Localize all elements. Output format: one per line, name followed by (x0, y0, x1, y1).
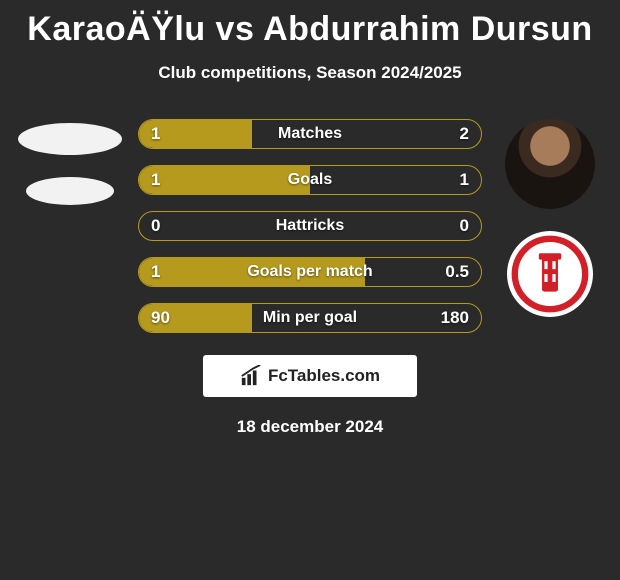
snapshot-date: 18 december 2024 (0, 417, 620, 437)
stat-label: Min per goal (263, 309, 357, 327)
branding-badge[interactable]: FcTables.com (203, 355, 417, 397)
player-right-column (490, 119, 610, 317)
stat-value-left: 90 (151, 308, 170, 328)
season-subtitle: Club competitions, Season 2024/2025 (0, 63, 620, 83)
comparison-card: KaraoÄŸlu vs Abdurrahim Dursun Club comp… (0, 0, 620, 580)
player-right-avatar (505, 119, 595, 209)
stat-value-left: 1 (151, 124, 160, 144)
bars-icon (240, 365, 262, 387)
stat-value-right: 2 (460, 124, 469, 144)
stat-bar: 1 Goals per match 0.5 (138, 257, 482, 287)
stat-bar: 0 Hattricks 0 (138, 211, 482, 241)
stat-bar: 90 Min per goal 180 (138, 303, 482, 333)
stat-value-left: 1 (151, 170, 160, 190)
stat-label: Goals (288, 171, 332, 189)
comparison-body: 1 Matches 2 1 Goals 1 0 Hattricks 0 1 Goals per ma… (0, 119, 620, 333)
player-left-avatar (18, 123, 122, 155)
antalyaspor-badge-icon (510, 234, 590, 314)
stat-bar: 1 Goals 1 (138, 165, 482, 195)
player-left-column (10, 119, 130, 205)
stat-fill-left (139, 166, 310, 194)
stat-value-right: 180 (441, 308, 469, 328)
stat-label: Hattricks (276, 217, 344, 235)
player-right-club-badge (507, 231, 593, 317)
stat-bar: 1 Matches 2 (138, 119, 482, 149)
stat-value-left: 0 (151, 216, 160, 236)
branding-text: FcTables.com (268, 366, 380, 386)
stat-label: Goals per match (247, 263, 372, 281)
page-title: KaraoÄŸlu vs Abdurrahim Dursun (0, 0, 620, 49)
stat-value-right: 0 (460, 216, 469, 236)
stat-value-right: 0.5 (445, 262, 469, 282)
stat-value-left: 1 (151, 262, 160, 282)
stat-value-right: 1 (460, 170, 469, 190)
stats-column: 1 Matches 2 1 Goals 1 0 Hattricks 0 1 Goals per ma… (130, 119, 490, 333)
player-left-club-badge (26, 177, 114, 205)
stat-label: Matches (278, 125, 342, 143)
